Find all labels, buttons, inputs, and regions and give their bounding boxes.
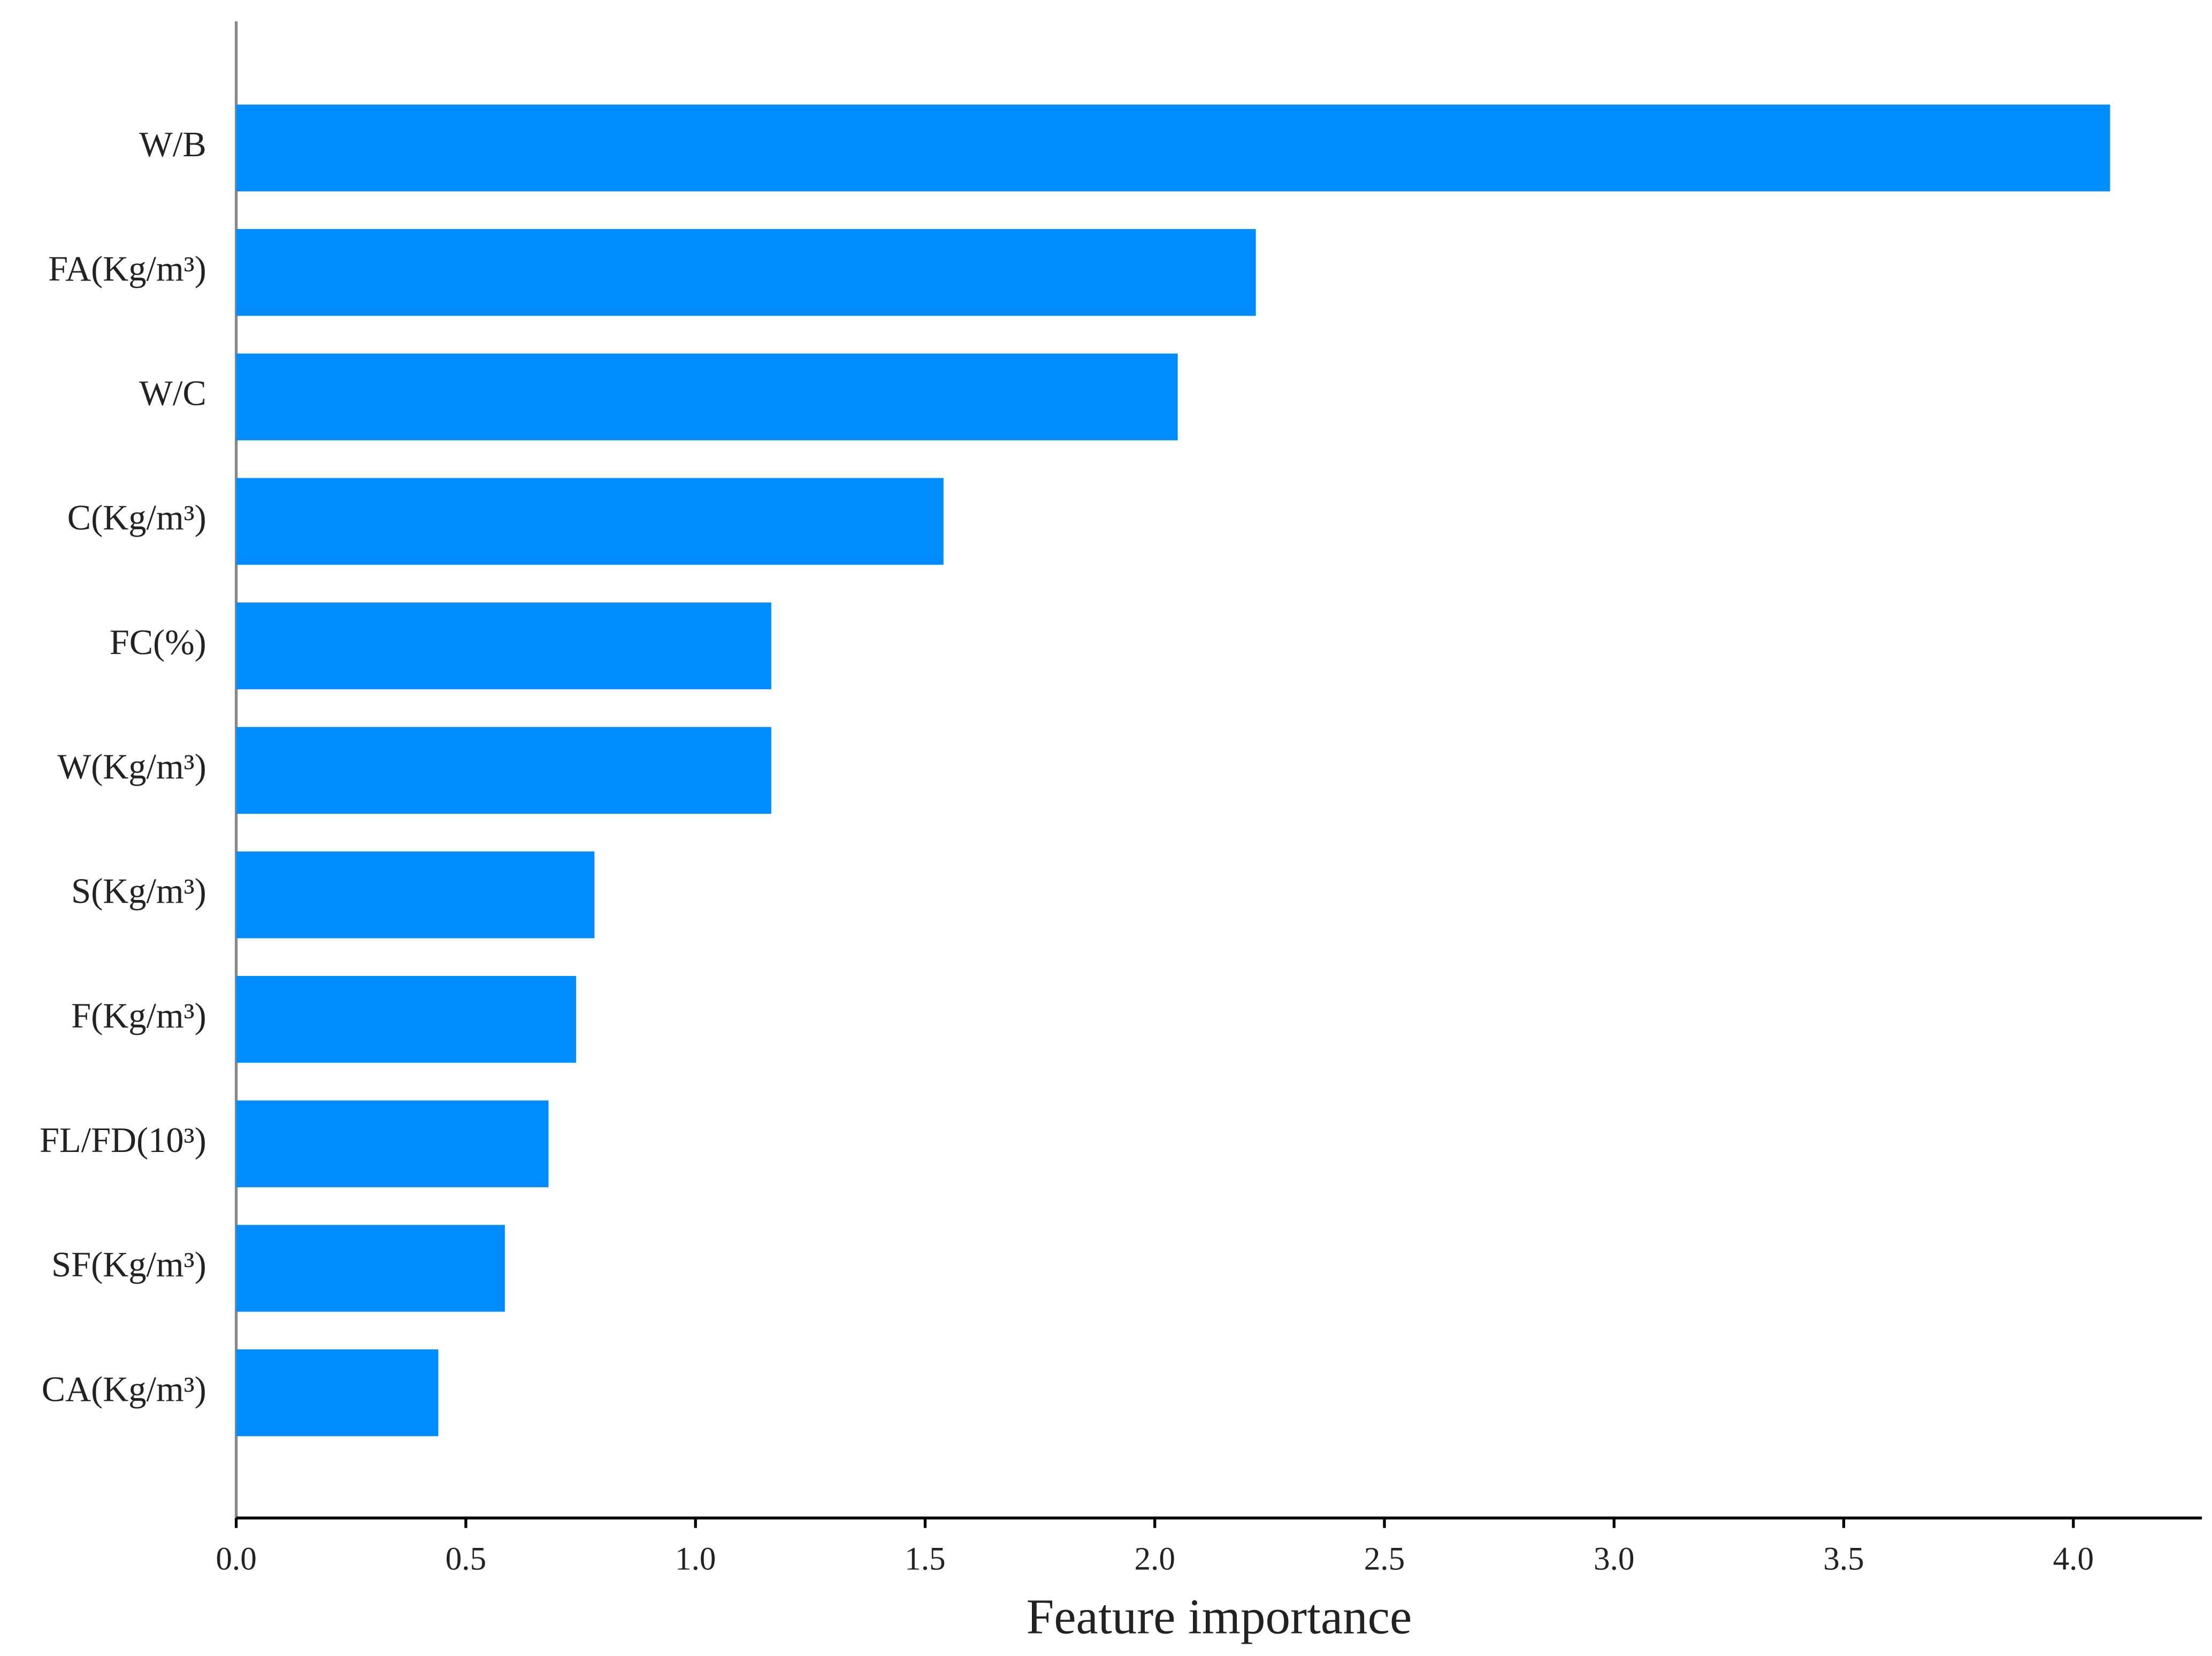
x-tick-label: 1.5: [905, 1541, 945, 1577]
bar: [236, 104, 2110, 192]
bar: [236, 976, 576, 1063]
bar: [236, 353, 1178, 440]
bar: [236, 1349, 439, 1437]
y-tick-label: CA(Kg/m³): [42, 1370, 206, 1409]
bar: [236, 229, 1256, 316]
x-tick-label: 2.5: [1364, 1541, 1405, 1577]
bar: [236, 727, 771, 814]
x-tick-label: 3.0: [1594, 1541, 1634, 1577]
x-tick-label: 0.5: [446, 1541, 486, 1577]
y-tick-label: SF(Kg/m³): [51, 1246, 206, 1285]
y-tick-label: S(Kg/m³): [71, 872, 206, 911]
y-tick-label: C(Kg/m³): [67, 499, 206, 538]
y-tick-label: W/B: [139, 125, 206, 164]
bar: [236, 602, 771, 690]
x-tick-label: 1.0: [675, 1541, 716, 1577]
x-tick-label: 2.0: [1134, 1541, 1175, 1577]
bar: [236, 478, 944, 565]
bar: [236, 1100, 549, 1187]
x-tick-label: 4.0: [2053, 1541, 2094, 1577]
y-tick-label: W/C: [139, 374, 206, 413]
y-tick-label: F(Kg/m³): [71, 996, 206, 1035]
y-tick-label: W(Kg/m³): [57, 747, 206, 787]
y-tick-label: FC(%): [110, 623, 206, 662]
x-tick-label: 3.5: [1823, 1541, 1864, 1577]
bar: [236, 851, 595, 938]
x-axis-label: Feature importance: [1026, 1590, 1412, 1645]
x-tick-label: 0.0: [216, 1541, 256, 1577]
bar: [236, 1225, 505, 1312]
y-tick-label: FL/FD(10³): [40, 1121, 206, 1160]
y-tick-label: FA(Kg/m³): [48, 249, 206, 288]
